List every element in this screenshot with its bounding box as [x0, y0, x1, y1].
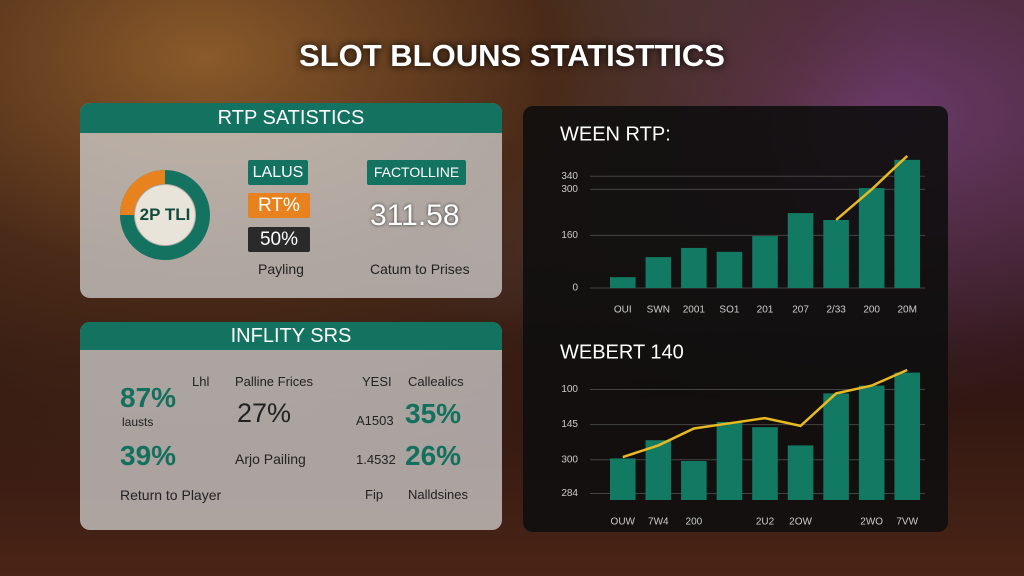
caption: lausts [122, 415, 154, 429]
bar [681, 247, 707, 288]
caption: Return to Player [120, 487, 222, 503]
y-tick-label: 100 [561, 384, 578, 395]
bar [823, 393, 849, 500]
bar [894, 159, 921, 288]
line [835, 155, 909, 221]
caption: Arjo Pailing [235, 451, 306, 467]
panel-title: RTP SATISTICS [80, 103, 502, 133]
bar [645, 440, 672, 500]
chart-title: WEBERT 140 [560, 341, 684, 363]
x-tick-label: 2/33 [826, 305, 846, 316]
x-tick-label: 200 [863, 305, 880, 316]
gauge-core [135, 185, 195, 245]
inflity-panel: INFLITY SRS Lhl 87% lausts 39% Return to… [80, 322, 502, 530]
col-head: Callealics [408, 374, 464, 389]
label-box: RT% [248, 193, 310, 218]
bar [609, 277, 636, 288]
page-title: SLOT BLOUNS STATISTTICS [299, 38, 725, 73]
bar [858, 188, 885, 288]
x-tick-label: SWN [647, 305, 670, 316]
x-tick-label: 201 [757, 305, 774, 316]
value: A1503 [356, 413, 394, 428]
stat: 87% [120, 382, 177, 413]
rtp-panel: RTP SATISTICS 2P TLI LALUS RT% 50% Payli… [80, 103, 502, 298]
factor-value: 311.58 [370, 199, 460, 232]
bar [681, 461, 707, 500]
label-box: 50% [248, 227, 310, 252]
caption: Payling [258, 261, 304, 277]
y-tick-label: 145 [561, 419, 578, 430]
y-tick-label: 300 [561, 184, 578, 195]
stat: 26% [405, 440, 462, 471]
stat: 35% [405, 398, 462, 429]
bar [787, 445, 814, 500]
bar [609, 458, 636, 500]
stat: 39% [120, 440, 177, 471]
line [622, 368, 908, 459]
label-box: LALUS [248, 160, 308, 185]
bar [752, 427, 778, 500]
x-tick-label: 20M [897, 305, 916, 316]
x-tick-label: 2OW [789, 517, 812, 528]
y-tick-label: 284 [561, 488, 578, 499]
caption: Nalldsines [408, 487, 468, 502]
panel-title: INFLITY SRS [80, 322, 502, 350]
y-tick-label: 160 [561, 230, 578, 241]
bar [894, 372, 921, 500]
chart-title: WEEN RTP: [560, 123, 671, 145]
bar [716, 422, 743, 500]
x-tick-label: 2U2 [756, 517, 775, 528]
x-tick-label: 207 [792, 305, 809, 316]
bar [645, 257, 672, 288]
x-tick-label: 2001 [683, 305, 706, 316]
bar [752, 236, 778, 288]
y-tick-label: 300 [561, 454, 578, 465]
col-head: Palline Frices [235, 374, 314, 389]
y-tick-label: 0 [572, 283, 578, 294]
y-tick-label: 340 [561, 171, 578, 182]
stat: 27% [237, 398, 292, 428]
x-tick-label: SO1 [719, 305, 739, 316]
note: Lhl [192, 374, 210, 389]
x-tick-label: 7VW [896, 517, 918, 528]
x-tick-label: OUW [611, 517, 636, 528]
caption: Fip [365, 487, 384, 502]
x-tick-label: 200 [686, 517, 703, 528]
x-tick-label: OUI [614, 305, 632, 316]
gauge-label: 2P TLI [140, 205, 191, 224]
x-tick-label: 2WO [860, 517, 883, 528]
gauge: 2P TLI [120, 170, 210, 260]
value: 1.4532 [356, 452, 396, 467]
col-head: YESI [362, 374, 392, 389]
bar [823, 219, 849, 288]
x-tick-label: 7W4 [648, 517, 669, 528]
bar [716, 251, 743, 288]
factor-title: FACTOLLINE [367, 160, 466, 185]
caption: Catum to Prises [370, 261, 470, 277]
bar [787, 213, 814, 288]
gauge-arc [120, 170, 166, 216]
bar [858, 385, 885, 500]
